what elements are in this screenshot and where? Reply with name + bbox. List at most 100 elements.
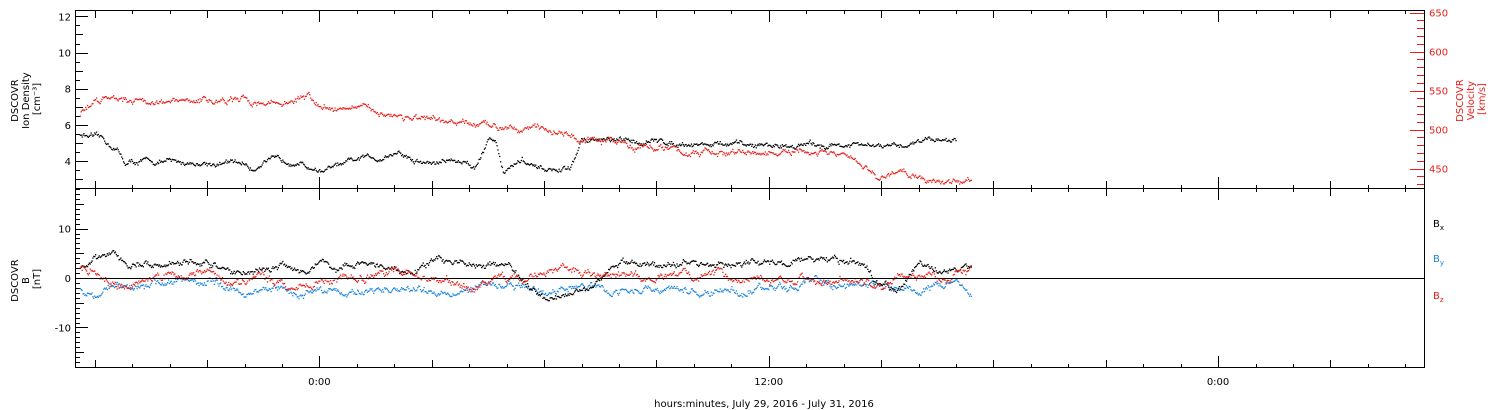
data-point	[492, 123, 495, 125]
data-point	[767, 280, 769, 282]
data-point	[855, 142, 857, 144]
data-point	[937, 138, 939, 140]
data-point	[266, 161, 268, 163]
data-point	[707, 292, 710, 295]
data-point	[824, 150, 826, 152]
data-point	[624, 273, 626, 275]
data-point	[293, 102, 295, 104]
data-point	[151, 161, 153, 163]
data-point	[350, 265, 352, 268]
data-point	[199, 282, 201, 284]
data-point	[403, 273, 405, 276]
data-point	[271, 287, 273, 289]
data-point	[149, 277, 151, 279]
data-point	[479, 264, 481, 266]
data-point	[924, 265, 927, 267]
data-point	[296, 163, 298, 165]
data-point	[878, 179, 880, 181]
data-point	[736, 142, 738, 144]
data-point	[712, 264, 714, 267]
data-point	[154, 263, 156, 265]
data-point	[524, 280, 526, 282]
data-point	[887, 145, 890, 147]
data-point	[151, 101, 153, 103]
data-point	[948, 139, 950, 141]
data-point	[154, 164, 156, 167]
data-point	[89, 268, 91, 270]
data-point	[518, 132, 521, 134]
data-point	[648, 286, 650, 289]
data-point	[919, 260, 921, 262]
data-point	[791, 280, 793, 282]
data-point	[119, 98, 121, 100]
data-point	[562, 133, 564, 135]
data-point	[397, 269, 399, 271]
data-point	[516, 129, 518, 131]
data-point	[181, 161, 183, 164]
data-point	[494, 275, 496, 277]
data-point	[197, 282, 199, 284]
data-point	[423, 275, 425, 277]
data-point	[412, 161, 414, 163]
data-point	[138, 98, 140, 101]
data-point	[431, 292, 433, 294]
data-point	[312, 286, 315, 288]
data-point	[407, 156, 409, 158]
data-point	[441, 280, 443, 282]
data-point	[184, 100, 186, 102]
data-point	[477, 286, 479, 288]
data-point	[519, 161, 522, 164]
data-point	[927, 263, 929, 266]
data-point	[834, 154, 837, 156]
data-point	[287, 265, 289, 268]
data-point	[123, 288, 126, 290]
data-point	[402, 273, 405, 275]
data-point	[502, 128, 504, 131]
data-point	[593, 285, 595, 287]
data-point	[549, 130, 551, 132]
data-point	[743, 281, 746, 283]
data-point	[433, 278, 435, 281]
data-point	[743, 144, 746, 146]
data-point	[813, 142, 815, 145]
data-point	[794, 148, 796, 150]
data-point	[316, 281, 318, 284]
data-point	[763, 153, 765, 156]
data-point	[95, 254, 97, 256]
data-point	[765, 261, 767, 263]
data-point	[929, 267, 931, 270]
data-point	[682, 259, 684, 261]
data-point	[272, 101, 274, 103]
data-point	[120, 284, 122, 287]
data-point	[231, 273, 234, 275]
data-point	[918, 293, 920, 295]
data-point	[353, 266, 355, 268]
data-point	[261, 289, 263, 291]
top-left-tick-label: 10	[58, 49, 71, 60]
data-point	[771, 146, 774, 149]
data-point	[713, 152, 715, 155]
data-point	[867, 168, 869, 171]
data-point	[539, 272, 541, 274]
data-point	[654, 288, 657, 290]
data-point	[677, 265, 679, 267]
data-point	[713, 274, 715, 276]
data-point	[333, 109, 335, 111]
data-point	[903, 289, 905, 291]
data-point	[708, 295, 711, 297]
data-point	[830, 145, 832, 147]
data-point	[332, 288, 334, 291]
data-point	[216, 101, 218, 104]
data-point	[733, 142, 735, 144]
data-point	[233, 97, 235, 99]
data-point	[443, 292, 445, 294]
data-point	[419, 118, 422, 120]
data-point	[441, 158, 443, 161]
data-point	[464, 161, 467, 163]
data-point	[846, 154, 848, 156]
data-point	[269, 158, 271, 160]
data-point	[596, 140, 598, 142]
data-point	[930, 179, 932, 182]
data-point	[279, 286, 281, 289]
data-point	[380, 160, 382, 162]
